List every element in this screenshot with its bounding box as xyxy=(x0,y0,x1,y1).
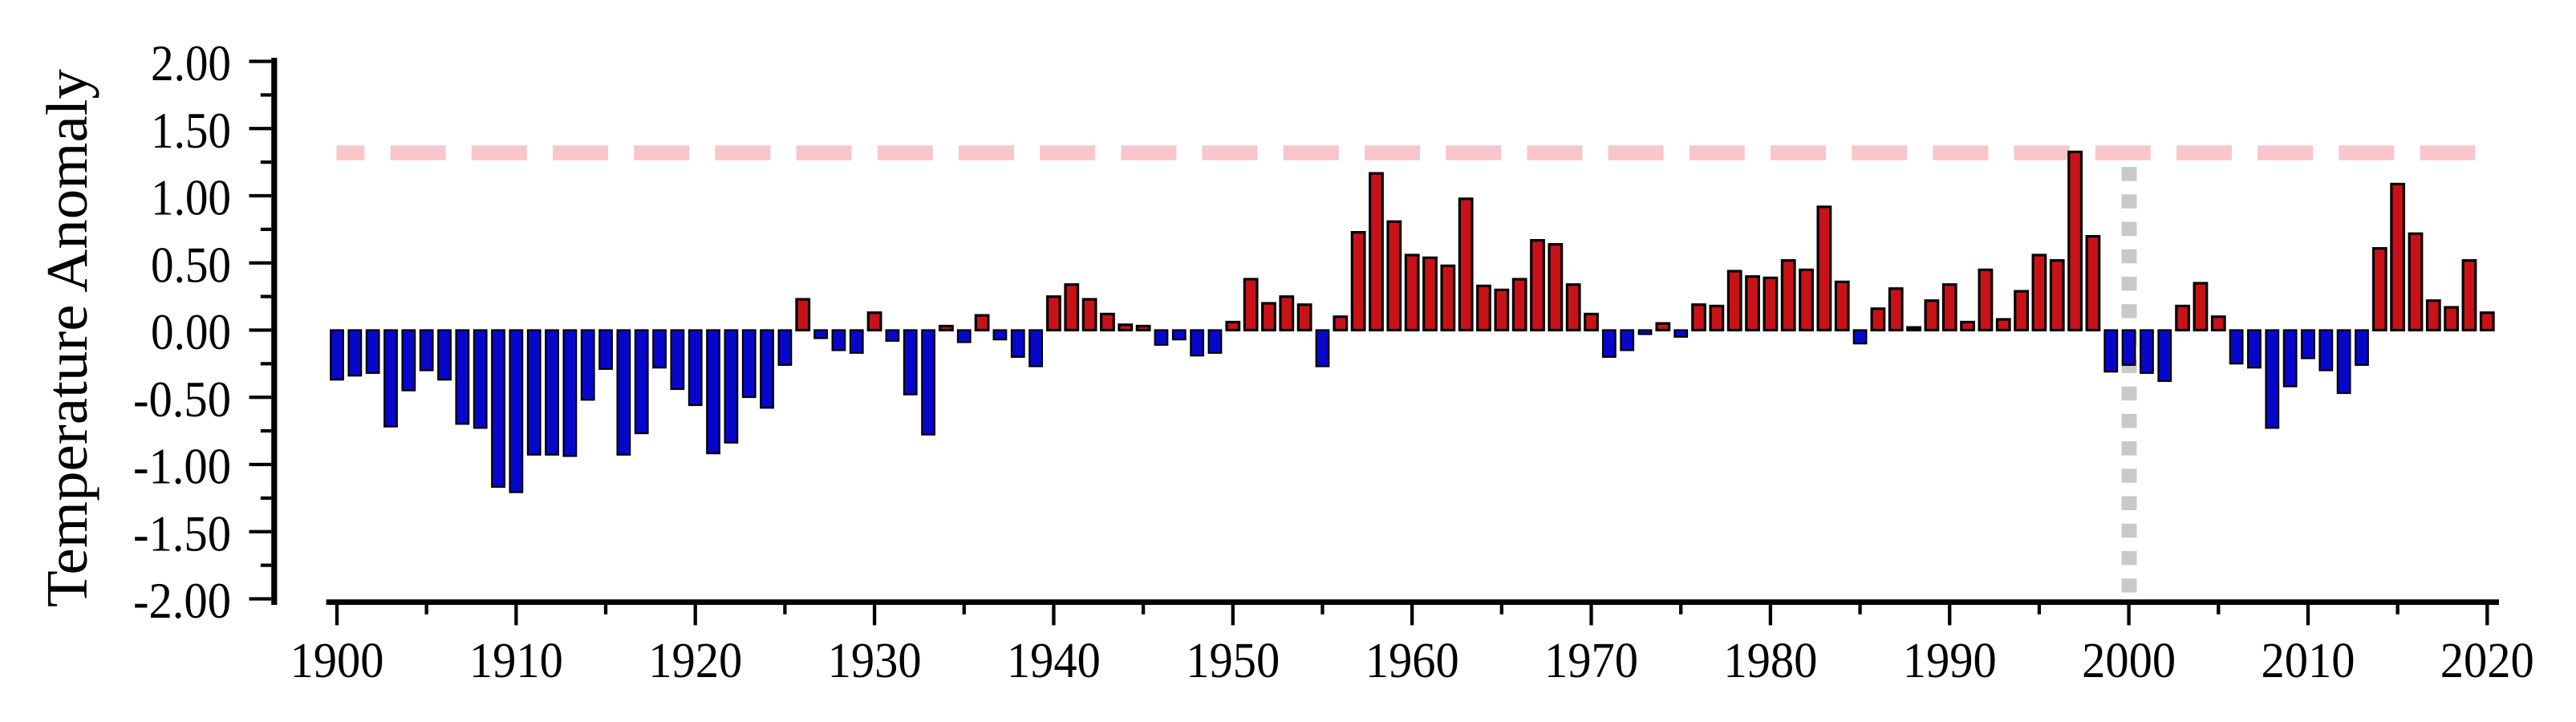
svg-text:1.50: 1.50 xyxy=(151,102,231,159)
svg-text:1940: 1940 xyxy=(1007,632,1101,688)
svg-text:2010: 2010 xyxy=(2262,632,2355,688)
svg-text:2000: 2000 xyxy=(2082,632,2176,688)
svg-text:Temperature Anomaly: Temperature Anomaly xyxy=(34,68,99,607)
svg-text:0.50: 0.50 xyxy=(151,236,231,293)
svg-text:-1.00: -1.00 xyxy=(133,438,231,495)
svg-text:-0.50: -0.50 xyxy=(133,371,231,428)
svg-text:1930: 1930 xyxy=(828,632,922,688)
svg-text:1970: 1970 xyxy=(1544,632,1638,688)
svg-text:-2.00: -2.00 xyxy=(133,572,231,629)
svg-text:1990: 1990 xyxy=(1903,632,1997,688)
svg-text:1920: 1920 xyxy=(648,632,742,688)
svg-text:1960: 1960 xyxy=(1365,632,1459,688)
svg-text:-1.50: -1.50 xyxy=(133,505,231,562)
svg-text:1.00: 1.00 xyxy=(151,169,231,226)
svg-text:1950: 1950 xyxy=(1186,632,1280,688)
svg-text:1900: 1900 xyxy=(290,632,384,688)
svg-text:1980: 1980 xyxy=(1723,632,1817,688)
svg-text:2020: 2020 xyxy=(2440,632,2534,688)
svg-text:0.00: 0.00 xyxy=(151,303,231,360)
svg-text:2.00: 2.00 xyxy=(151,34,231,91)
svg-text:1910: 1910 xyxy=(469,632,563,688)
